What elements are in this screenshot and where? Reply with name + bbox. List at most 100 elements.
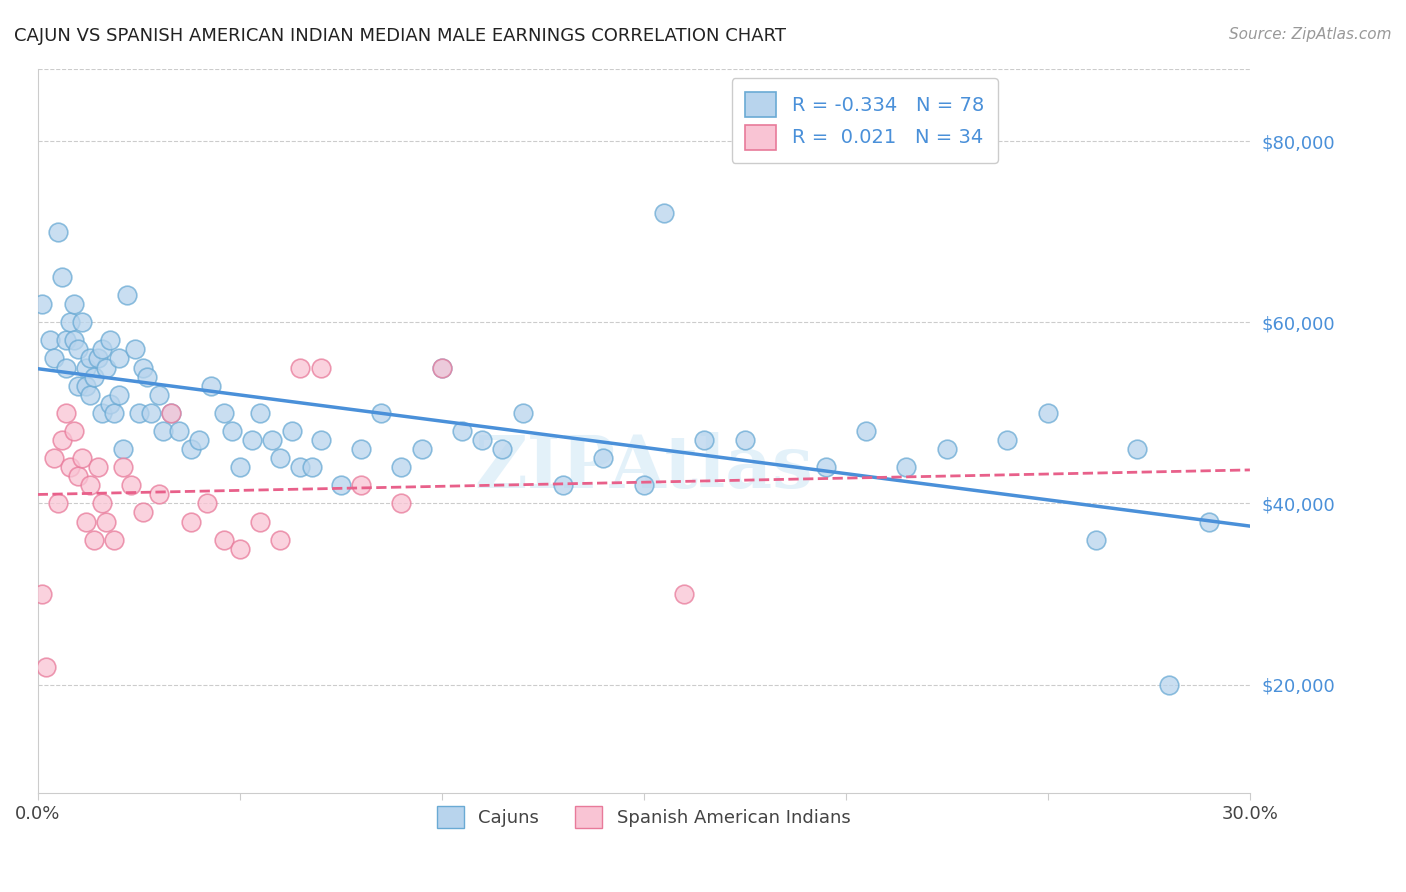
Point <box>79 351 101 366</box>
Point <box>855 424 877 438</box>
Point <box>139 406 162 420</box>
Point <box>734 433 756 447</box>
Point <box>96 515 118 529</box>
Point <box>491 442 513 456</box>
Point <box>430 360 453 375</box>
Point <box>350 442 373 456</box>
Point <box>228 460 250 475</box>
Point <box>79 478 101 492</box>
Point <box>91 343 114 357</box>
Point <box>115 288 138 302</box>
Point <box>70 315 93 329</box>
Point <box>1085 533 1108 547</box>
Point <box>471 433 494 447</box>
Point <box>111 442 134 456</box>
Point <box>180 515 202 529</box>
Point <box>135 369 157 384</box>
Point <box>124 343 146 357</box>
Point <box>100 397 122 411</box>
Point <box>67 378 90 392</box>
Point <box>592 451 614 466</box>
Point <box>152 424 174 438</box>
Point <box>221 424 243 438</box>
Point <box>75 515 97 529</box>
Point <box>350 478 373 492</box>
Point <box>35 659 58 673</box>
Point <box>290 360 312 375</box>
Point <box>79 387 101 401</box>
Point <box>87 460 110 475</box>
Point <box>1036 406 1059 420</box>
Point <box>411 442 433 456</box>
Point <box>59 460 82 475</box>
Point <box>38 334 60 348</box>
Point <box>160 406 183 420</box>
Point <box>160 406 183 420</box>
Point <box>370 406 392 420</box>
Point <box>107 387 129 401</box>
Point <box>240 433 263 447</box>
Point <box>935 442 957 456</box>
Point <box>107 351 129 366</box>
Point <box>281 424 304 438</box>
Point <box>148 487 170 501</box>
Point <box>70 451 93 466</box>
Point <box>1126 442 1149 456</box>
Point <box>46 225 69 239</box>
Point <box>512 406 534 420</box>
Point <box>67 343 90 357</box>
Point <box>63 334 86 348</box>
Point <box>83 369 105 384</box>
Point <box>389 460 412 475</box>
Point <box>188 433 211 447</box>
Point <box>75 360 97 375</box>
Point <box>633 478 655 492</box>
Text: ZIPAtlas: ZIPAtlas <box>474 432 813 503</box>
Point <box>46 496 69 510</box>
Point <box>31 587 53 601</box>
Point <box>103 406 125 420</box>
Point <box>67 469 90 483</box>
Point <box>63 424 86 438</box>
Point <box>290 460 312 475</box>
Point <box>896 460 918 475</box>
Point <box>269 451 291 466</box>
Point <box>96 360 118 375</box>
Point <box>652 206 675 220</box>
Point <box>249 406 271 420</box>
Point <box>309 360 332 375</box>
Point <box>42 451 65 466</box>
Point <box>128 406 150 420</box>
Point <box>132 506 155 520</box>
Point <box>51 269 73 284</box>
Point <box>55 360 77 375</box>
Point <box>180 442 202 456</box>
Point <box>228 541 250 556</box>
Point <box>329 478 352 492</box>
Point <box>430 360 453 375</box>
Point <box>111 460 134 475</box>
Point <box>389 496 412 510</box>
Point <box>148 387 170 401</box>
Point <box>87 351 110 366</box>
Point <box>42 351 65 366</box>
Point <box>91 406 114 420</box>
Point <box>814 460 837 475</box>
Point <box>75 378 97 392</box>
Point <box>91 496 114 510</box>
Point <box>51 433 73 447</box>
Point <box>212 533 235 547</box>
Point <box>197 496 219 510</box>
Point <box>1198 515 1220 529</box>
Point <box>693 433 716 447</box>
Point <box>200 378 222 392</box>
Point <box>120 478 142 492</box>
Text: CAJUN VS SPANISH AMERICAN INDIAN MEDIAN MALE EARNINGS CORRELATION CHART: CAJUN VS SPANISH AMERICAN INDIAN MEDIAN … <box>14 27 786 45</box>
Point <box>269 533 291 547</box>
Point <box>59 315 82 329</box>
Point <box>249 515 271 529</box>
Point <box>260 433 283 447</box>
Point <box>103 533 125 547</box>
Point <box>212 406 235 420</box>
Point <box>451 424 474 438</box>
